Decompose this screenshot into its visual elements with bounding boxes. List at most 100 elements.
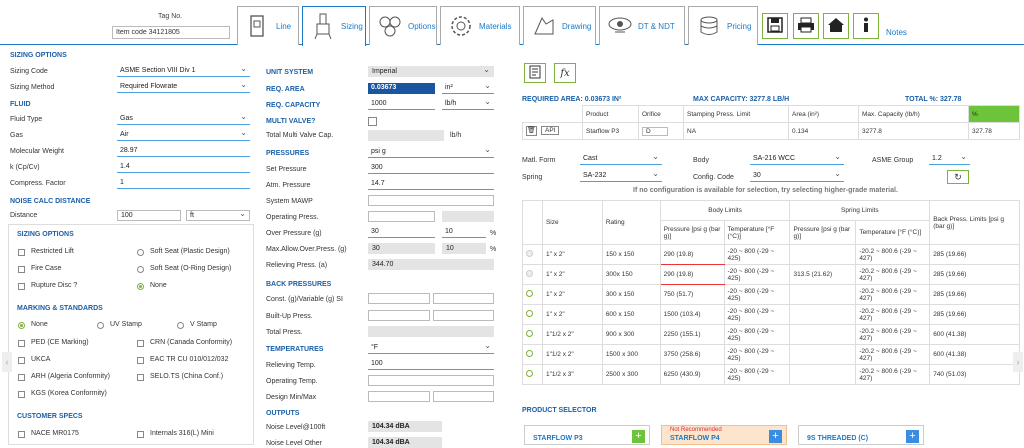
row-select-cell[interactable]: [522, 364, 543, 385]
const-field[interactable]: [368, 293, 430, 304]
sizing-method-select[interactable]: Required Flowrate: [117, 82, 250, 93]
arh-checkbox[interactable]: [18, 374, 25, 381]
row-select-cell[interactable]: [522, 304, 543, 325]
tab-pricing[interactable]: Pricing: [688, 6, 758, 45]
over-press-field[interactable]: 30: [368, 227, 435, 238]
table-row[interactable]: 1" x 2" 600 x 150 1500 (103.4) -20 ~ 800 (-…: [522, 304, 1020, 325]
variable-field[interactable]: [433, 293, 494, 304]
table-row[interactable]: 1"1/2 x 3" 2500 x 300 6250 (430.9) -20 ~ 80…: [522, 364, 1020, 385]
add-icon[interactable]: +: [769, 430, 782, 443]
v-stamp-radio[interactable]: [177, 322, 184, 329]
rupture-disc-checkbox[interactable]: [18, 283, 25, 290]
soft-seat-oring-radio[interactable]: [137, 266, 144, 273]
table-row[interactable]: 1" x 2" 150 x 150 290 (19.8) -20 ~ 800 (-29…: [522, 244, 1020, 265]
fluid-type-select[interactable]: Gas: [117, 114, 250, 125]
sizing-code-select[interactable]: ASME Section VIII Div 1: [117, 66, 250, 77]
tag-input[interactable]: [112, 26, 230, 39]
row-select-cell[interactable]: [522, 344, 543, 365]
molecular-weight-field[interactable]: 28.97: [117, 146, 250, 157]
req-capacity-unit-select[interactable]: lb/h: [442, 99, 494, 110]
orifice-select[interactable]: D: [642, 126, 668, 136]
none-radio[interactable]: [137, 283, 144, 290]
matl-form-select[interactable]: Cast: [580, 154, 662, 165]
pressures-unit-select[interactable]: psi g: [368, 147, 494, 158]
body-select[interactable]: SA-216 WCC: [750, 154, 844, 165]
set-pressure-field[interactable]: 300: [368, 163, 494, 174]
row-select-cell[interactable]: [522, 244, 543, 265]
restricted-lift-checkbox[interactable]: [18, 249, 25, 256]
row-radio[interactable]: [526, 250, 533, 257]
delete-icon[interactable]: 🗑: [526, 126, 537, 136]
design-min-field[interactable]: [368, 391, 430, 402]
ped-checkbox[interactable]: [18, 340, 25, 347]
home-button[interactable]: [823, 13, 849, 39]
row-select-cell[interactable]: [522, 324, 543, 345]
gas-select[interactable]: Air: [117, 130, 250, 141]
tab-sizing[interactable]: Sizing: [302, 6, 366, 46]
asme-group-select[interactable]: 1.2: [929, 154, 970, 165]
req-area-unit-select[interactable]: in²: [442, 83, 494, 94]
table-row[interactable]: 1" x 2" 300 x 150 750 (51.7) -20 ~ 800 (-29…: [522, 284, 1020, 305]
row-radio[interactable]: [526, 310, 533, 317]
eac-checkbox[interactable]: [137, 357, 144, 364]
built-up-field-2[interactable]: [433, 310, 494, 321]
atm-pressure-field[interactable]: 14.7: [368, 179, 494, 190]
kgs-checkbox[interactable]: [18, 391, 25, 398]
fire-case-checkbox[interactable]: [18, 266, 25, 273]
row-radio[interactable]: [526, 370, 533, 377]
add-icon[interactable]: +: [906, 430, 919, 443]
selo-checkbox[interactable]: [137, 374, 144, 381]
table-row[interactable]: 1"1/2 x 2" 1500 x 300 3750 (258.6) -20 ~ 80…: [522, 344, 1020, 365]
config-code-select[interactable]: 30: [750, 171, 844, 182]
ukca-checkbox[interactable]: [18, 357, 25, 364]
tab-dt-ndt[interactable]: DT & NDT: [599, 6, 685, 45]
crn-checkbox[interactable]: [137, 340, 144, 347]
scroll-left-arrow[interactable]: ‹: [2, 352, 12, 372]
op-press-field[interactable]: [368, 211, 435, 222]
req-capacity-field[interactable]: 1000: [368, 99, 435, 110]
unit-system-select[interactable]: Imperial: [368, 66, 494, 77]
table-row[interactable]: 1" x 2" 300x 150 290 (19.8) -20 ~ 800 (-29 …: [522, 264, 1020, 285]
info-button[interactable]: [853, 13, 879, 39]
formula-button[interactable]: fx: [554, 63, 576, 83]
save-button[interactable]: [762, 13, 788, 39]
internals-checkbox[interactable]: [137, 431, 144, 438]
reset-button[interactable]: ↻: [947, 170, 969, 184]
req-area-field[interactable]: 0.03673: [368, 83, 435, 94]
design-max-field[interactable]: [433, 391, 494, 402]
row-radio[interactable]: [526, 330, 533, 337]
built-up-field[interactable]: [368, 310, 430, 321]
uv-stamp-radio[interactable]: [97, 322, 104, 329]
tab-options[interactable]: Options: [369, 6, 437, 45]
mawp-field[interactable]: [368, 195, 494, 206]
table-cell[interactable]: D: [638, 122, 684, 140]
over-press-pct-field[interactable]: 10: [442, 227, 486, 238]
product-card[interactable]: Not Recommended STARFLOW P4 +: [661, 425, 787, 445]
print-button[interactable]: [793, 13, 819, 39]
distance-unit-select[interactable]: ft: [186, 210, 250, 221]
report-button[interactable]: [524, 63, 546, 83]
row-radio[interactable]: [526, 350, 533, 357]
temperature-unit-select[interactable]: °F: [368, 343, 494, 354]
table-row[interactable]: 1"1/2 x 2" 900 x 300 2250 (155.1) -20 ~ 800…: [522, 324, 1020, 345]
row-select-cell[interactable]: [522, 264, 543, 285]
row-radio[interactable]: [526, 270, 533, 277]
scroll-right-arrow[interactable]: ›: [1013, 352, 1023, 372]
soft-seat-plastic-radio[interactable]: [137, 249, 144, 256]
rel-temp-field[interactable]: 100: [368, 359, 494, 370]
nace-checkbox[interactable]: [18, 431, 25, 438]
distance-field[interactable]: 100: [117, 210, 181, 221]
k-field[interactable]: 1.4: [117, 162, 250, 173]
product-card[interactable]: STARFLOW P3 +: [524, 425, 650, 445]
api-button[interactable]: API: [541, 126, 560, 135]
row-radio[interactable]: [526, 290, 533, 297]
tab-line[interactable]: Line: [237, 6, 299, 45]
spring-select[interactable]: SA-232: [580, 171, 662, 182]
compress-factor-field[interactable]: 1: [117, 178, 250, 189]
tab-drawing[interactable]: Drawing: [523, 6, 596, 45]
multi-valve-checkbox[interactable]: [368, 117, 377, 126]
row-select-cell[interactable]: [522, 284, 543, 305]
notes-link[interactable]: Notes: [886, 28, 907, 37]
add-icon[interactable]: +: [632, 430, 645, 443]
marking-none-radio[interactable]: [18, 322, 25, 329]
